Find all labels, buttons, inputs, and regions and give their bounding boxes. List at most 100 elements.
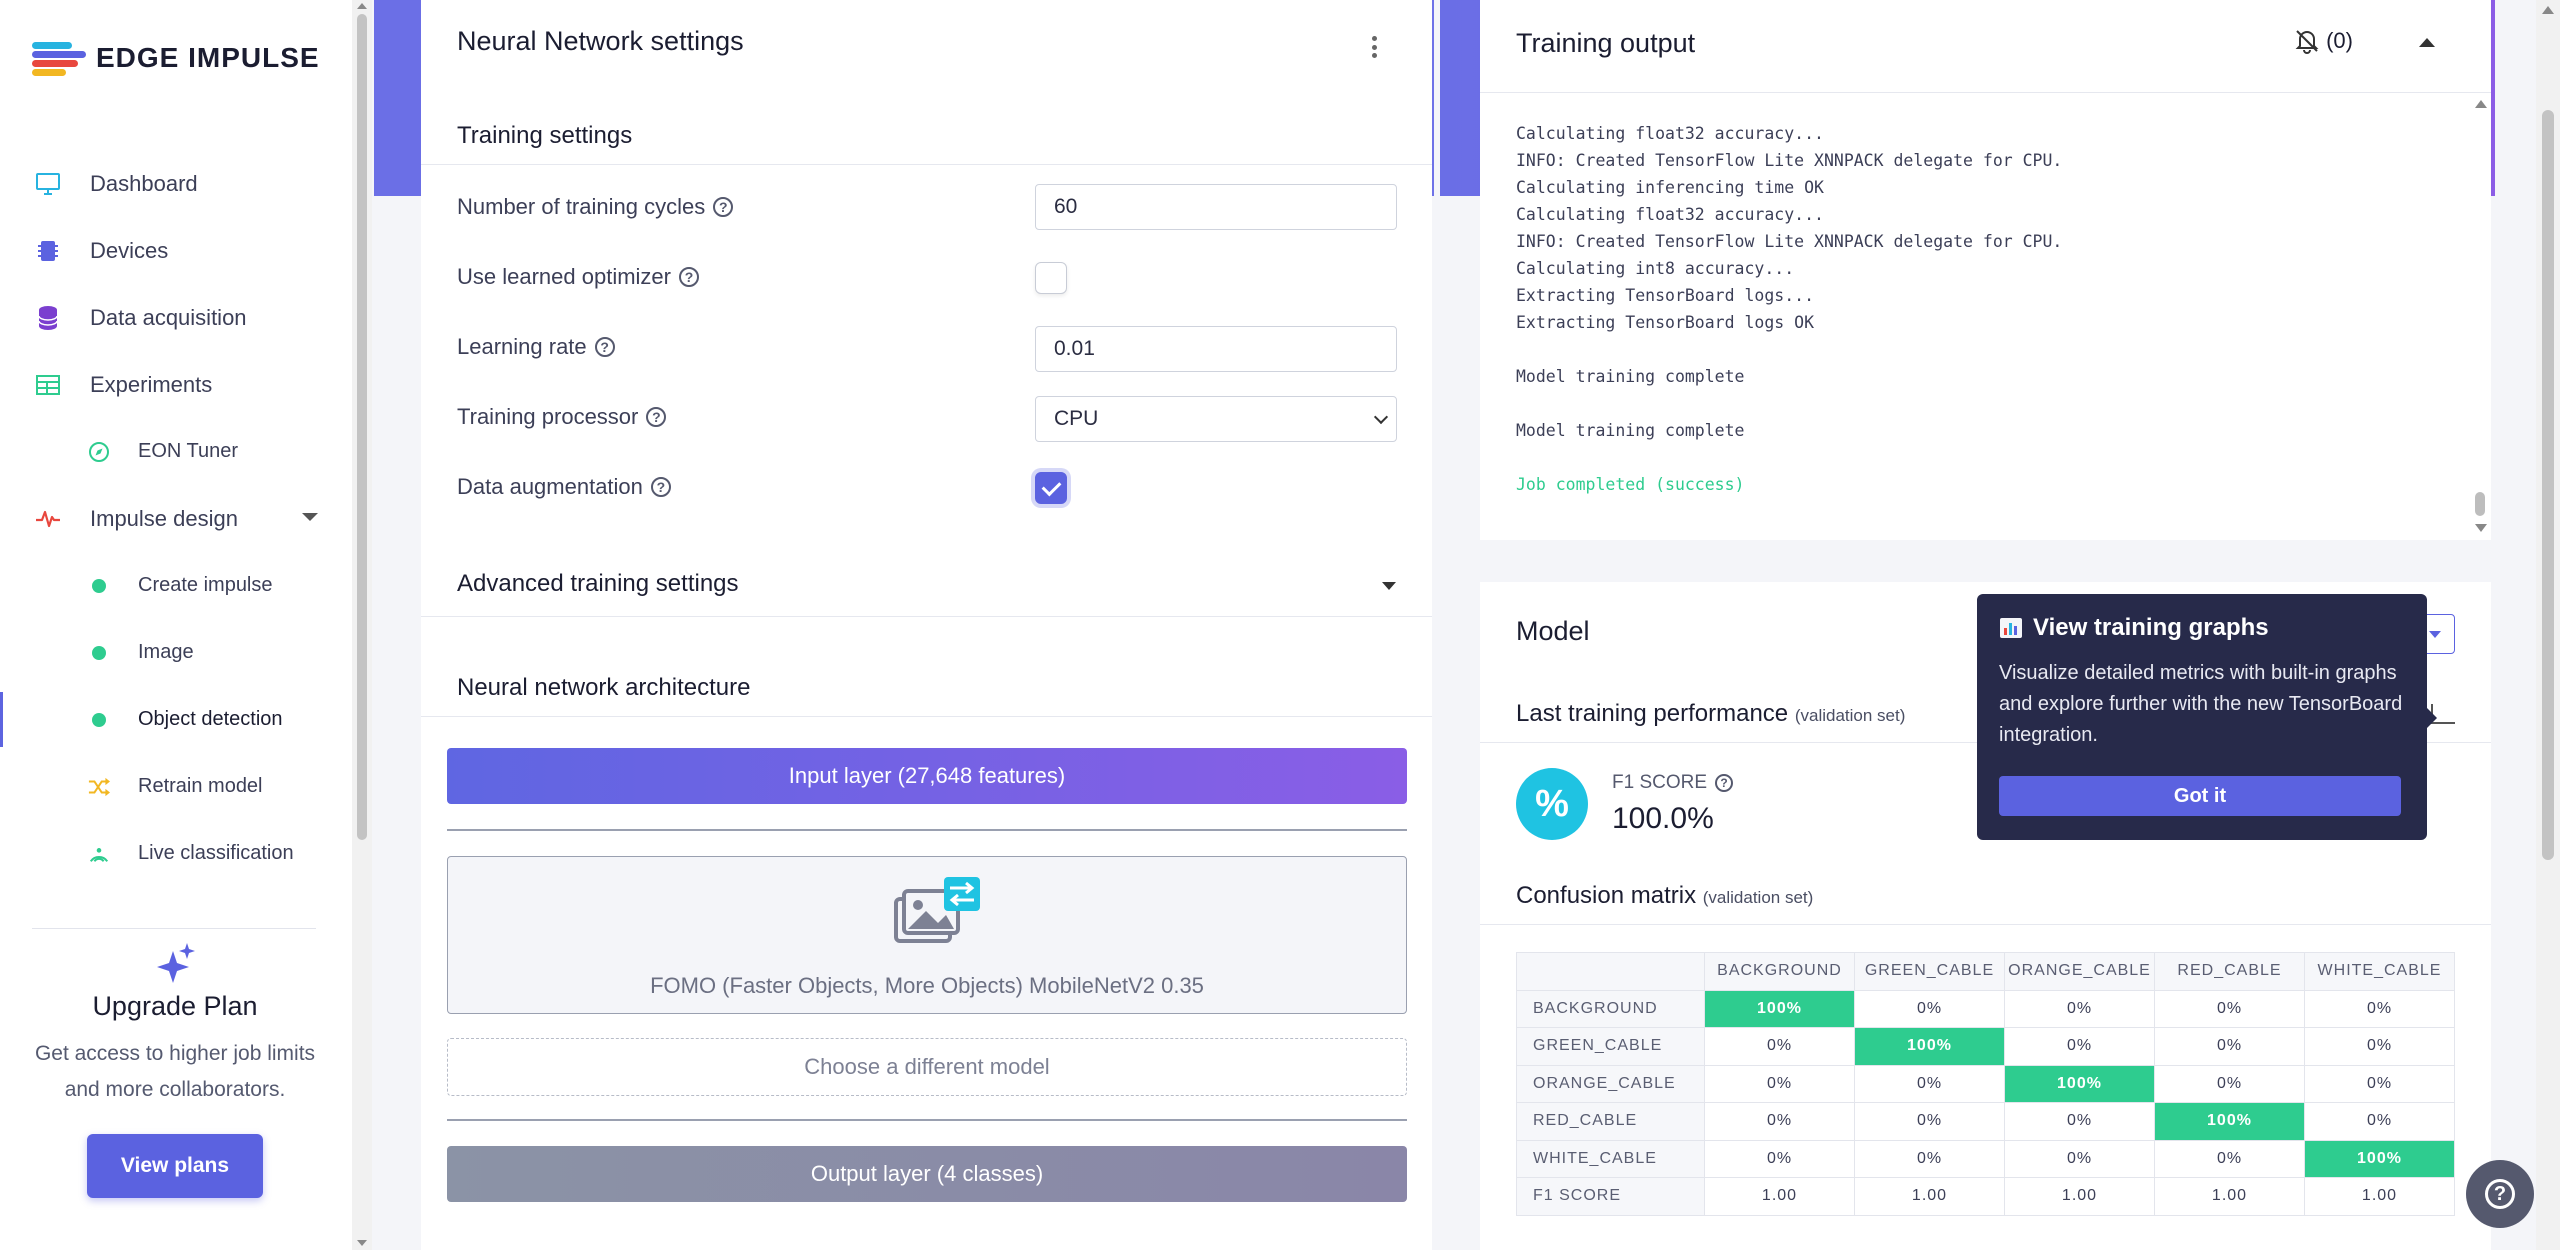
row-header: ORANGE_CABLE bbox=[1516, 1064, 1705, 1103]
database-icon bbox=[34, 304, 62, 332]
monitor-icon bbox=[34, 170, 62, 198]
help-icon[interactable]: ? bbox=[650, 477, 671, 497]
divider bbox=[1480, 924, 2491, 925]
heading-text: Last training performance bbox=[1516, 700, 1789, 727]
scrollbar-thumb[interactable] bbox=[357, 14, 367, 840]
layer-connector bbox=[447, 1119, 1407, 1121]
sidebar-item-impulse-design[interactable]: Impulse design bbox=[0, 485, 352, 552]
sidebar-item-image[interactable]: Image bbox=[0, 619, 352, 686]
heading-note: (validation set) bbox=[1702, 888, 1814, 907]
scrollbar-thumb[interactable] bbox=[2475, 492, 2485, 516]
sidebar-item-label: Image bbox=[138, 641, 194, 663]
f1-cell: 1.00 bbox=[1704, 1177, 1855, 1216]
chevron-down-icon[interactable] bbox=[1382, 582, 1396, 590]
scroll-up-arrow-icon[interactable] bbox=[357, 3, 367, 9]
help-icon[interactable]: ? bbox=[646, 407, 667, 427]
matrix-cell: 0% bbox=[1704, 1027, 1855, 1066]
table-row: ORANGE_CABLE 0% 0% 100% 0% 0% bbox=[1516, 1064, 2455, 1103]
help-button[interactable]: ? bbox=[2466, 1160, 2534, 1228]
sidebar-nav: Dashboard Devices Data acquisition Exper… bbox=[0, 150, 352, 887]
sidebar-item-label: Create impulse bbox=[138, 574, 273, 596]
page-scrollbar[interactable] bbox=[2536, 0, 2560, 1250]
last-training-performance-heading: Last training performance (validation se… bbox=[1516, 700, 1905, 728]
output-layer-button[interactable]: Output layer (4 classes) bbox=[447, 1146, 1407, 1202]
dot-icon bbox=[88, 575, 110, 597]
sidebar-scrollbar[interactable] bbox=[352, 0, 372, 1250]
f1-percent-icon: % bbox=[1516, 768, 1588, 840]
log-line: Extracting TensorBoard logs... bbox=[1516, 286, 1815, 305]
f1-score-label: F1 SCORE? bbox=[1612, 772, 1734, 794]
got-it-button[interactable]: Got it bbox=[1999, 776, 2401, 816]
scroll-up-arrow-icon[interactable] bbox=[2475, 100, 2487, 108]
edge-impulse-logo[interactable]: EDGE IMPULSE bbox=[32, 40, 320, 76]
learned-optimizer-checkbox[interactable] bbox=[1035, 262, 1067, 294]
log-scrollbar[interactable] bbox=[2469, 92, 2491, 540]
training-processor-select[interactable]: CPU bbox=[1035, 396, 1397, 442]
column-header: RED_CABLE bbox=[2154, 952, 2305, 991]
advanced-settings-toggle[interactable]: Advanced training settings bbox=[457, 570, 739, 597]
more-options-icon[interactable] bbox=[1372, 36, 1378, 58]
input-layer-button[interactable]: Input layer (27,648 features) bbox=[447, 748, 1407, 804]
help-icon[interactable]: ? bbox=[1715, 774, 1734, 792]
scrollbar-thumb[interactable] bbox=[2542, 110, 2554, 860]
matrix-cell: 0% bbox=[1854, 1102, 2005, 1141]
sidebar-item-create-impulse[interactable]: Create impulse bbox=[0, 552, 352, 619]
card-title: Neural Network settings bbox=[457, 26, 744, 56]
matrix-cell: 100% bbox=[2304, 1139, 2455, 1178]
sidebar-item-label: Retrain model bbox=[138, 775, 263, 797]
notifications-toggle[interactable]: (0) bbox=[2294, 28, 2353, 54]
model-block[interactable]: FOMO (Faster Objects, More Objects) Mobi… bbox=[447, 856, 1407, 1014]
sidebar-item-experiments[interactable]: Experiments bbox=[0, 351, 352, 418]
table-row: WHITE_CABLE 0% 0% 0% 0% 100% bbox=[1516, 1139, 2455, 1178]
table-row: GREEN_CABLE 0% 100% 0% 0% 0% bbox=[1516, 1027, 2455, 1066]
logo-text: EDGE IMPULSE bbox=[96, 42, 320, 73]
sidebar-item-devices[interactable]: Devices bbox=[0, 217, 352, 284]
divider bbox=[421, 716, 1432, 717]
divider bbox=[1480, 92, 2491, 93]
scroll-down-arrow-icon[interactable] bbox=[2475, 524, 2487, 532]
sidebar-item-label: EON Tuner bbox=[138, 440, 239, 462]
sidebar: EDGE IMPULSE Dashboard Devices Data acqu… bbox=[0, 0, 372, 1250]
data-augmentation-checkbox[interactable] bbox=[1035, 472, 1067, 504]
matrix-cell: 0% bbox=[1704, 1102, 1855, 1141]
sidebar-item-label: Object detection bbox=[138, 708, 283, 730]
help-icon[interactable]: ? bbox=[594, 337, 615, 357]
matrix-cell: 0% bbox=[2304, 989, 2455, 1028]
chevron-down-icon[interactable] bbox=[302, 513, 318, 521]
confusion-matrix-table: BACKGROUND GREEN_CABLE ORANGE_CABLE RED_CAB… bbox=[1516, 952, 2455, 1216]
learning-rate-input[interactable] bbox=[1035, 326, 1397, 372]
sidebar-item-retrain-model[interactable]: Retrain model bbox=[0, 753, 352, 820]
log-line: INFO: Created TensorFlow Lite XNNPACK de… bbox=[1516, 151, 2063, 170]
sidebar-item-object-detection[interactable]: Object detection bbox=[0, 686, 352, 753]
heading-text: Confusion matrix bbox=[1516, 882, 1697, 909]
help-icon[interactable]: ? bbox=[678, 267, 699, 287]
collapse-caret-icon[interactable] bbox=[2419, 38, 2435, 47]
sidebar-item-data-acquisition[interactable]: Data acquisition bbox=[0, 284, 352, 351]
column-header: WHITE_CABLE bbox=[2304, 952, 2455, 991]
heading-note: (validation set) bbox=[1794, 706, 1906, 725]
learned-optimizer-label: Use learned optimizer? bbox=[457, 264, 699, 290]
help-icon[interactable]: ? bbox=[713, 197, 734, 217]
sidebar-item-label: Data acquisition bbox=[90, 304, 247, 330]
choose-different-model-button[interactable]: Choose a different model bbox=[447, 1038, 1407, 1096]
scroll-down-arrow-icon[interactable] bbox=[357, 1240, 367, 1246]
column-header: GREEN_CABLE bbox=[1854, 952, 2005, 991]
sidebar-divider bbox=[32, 928, 316, 929]
training-settings-heading: Training settings bbox=[457, 122, 633, 149]
row-header: GREEN_CABLE bbox=[1516, 1027, 1705, 1066]
logo-bars-icon bbox=[32, 40, 86, 76]
matrix-cell: 100% bbox=[1854, 1027, 2005, 1066]
sidebar-item-live-classification[interactable]: Live classification bbox=[0, 820, 352, 887]
sidebar-item-eon-tuner[interactable]: EON Tuner bbox=[0, 418, 352, 485]
shuffle-icon bbox=[88, 776, 110, 798]
upgrade-title: Upgrade Plan bbox=[92, 991, 258, 1021]
architecture-heading: Neural network architecture bbox=[457, 674, 751, 701]
sidebar-item-label: Experiments bbox=[90, 371, 213, 397]
training-cycles-input[interactable] bbox=[1035, 184, 1397, 230]
view-plans-button[interactable]: View plans bbox=[87, 1134, 263, 1198]
matrix-cell: 0% bbox=[2154, 1064, 2305, 1103]
scroll-up-arrow-icon[interactable] bbox=[2542, 6, 2554, 14]
sparkles-icon bbox=[153, 943, 197, 983]
sidebar-item-dashboard[interactable]: Dashboard bbox=[0, 150, 352, 217]
log-line: INFO: Created TensorFlow Lite XNNPACK de… bbox=[1516, 232, 2063, 251]
